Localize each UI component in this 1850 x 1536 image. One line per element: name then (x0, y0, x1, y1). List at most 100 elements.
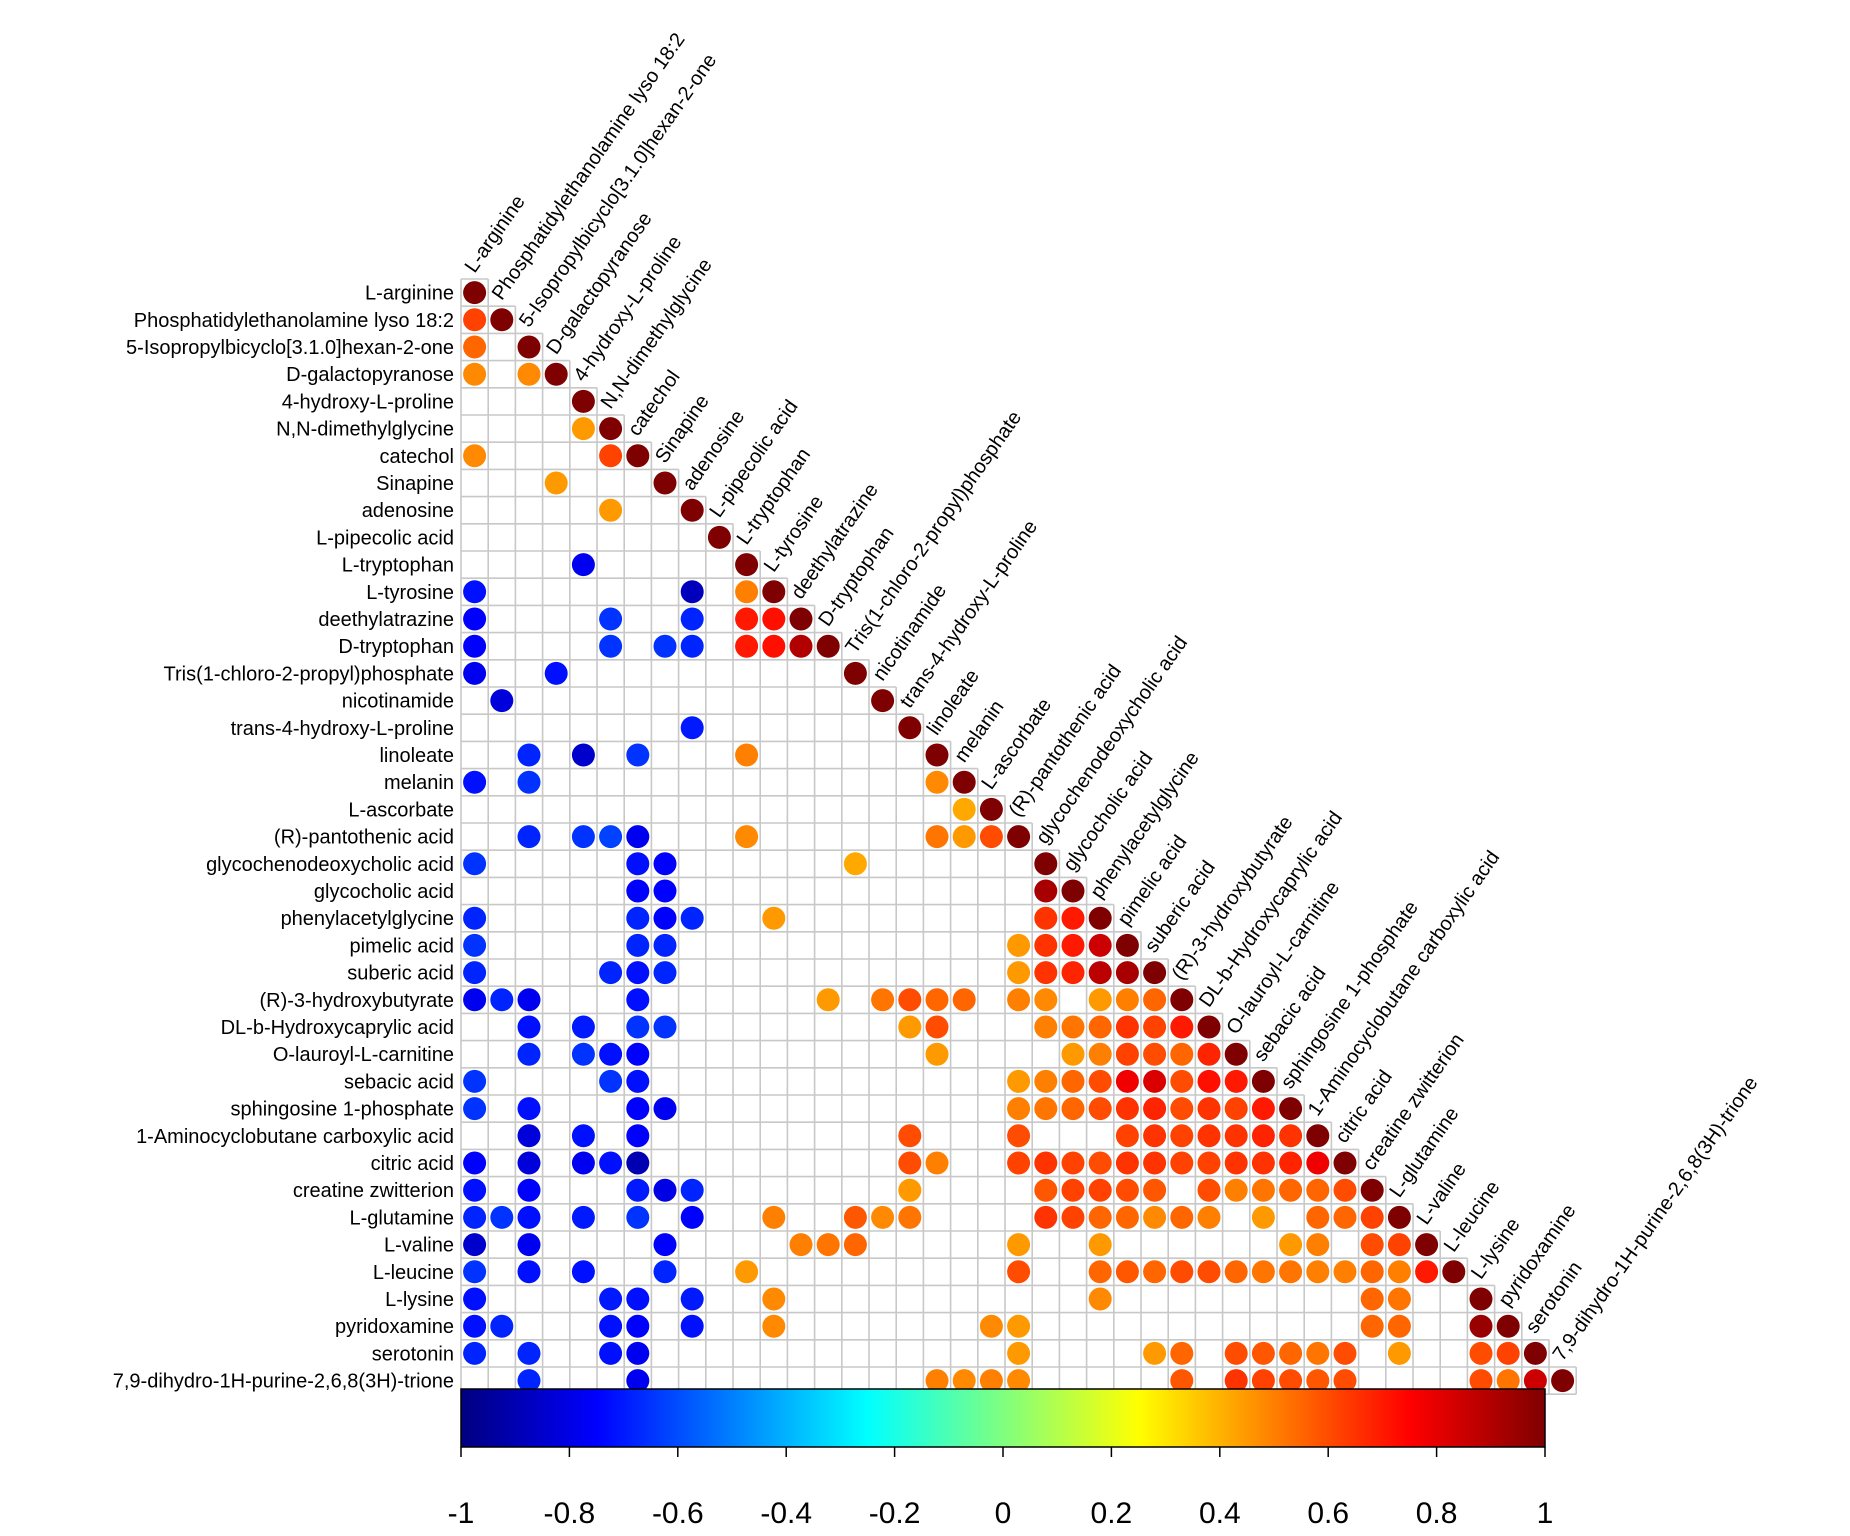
correlation-cell (653, 1097, 677, 1121)
correlation-cell (544, 362, 568, 386)
correlation-cell (1061, 1069, 1085, 1093)
correlation-cell (1088, 1287, 1112, 1311)
correlation-cell (789, 607, 813, 631)
correlation-cell (517, 1015, 541, 1039)
row-labels: L-arginine Phosphatidylethanolamine lyso … (113, 283, 454, 1393)
correlation-cell (653, 961, 677, 985)
correlation-cell (1143, 988, 1167, 1012)
correlation-cell (544, 471, 568, 495)
row-label: pimelic acid (350, 935, 454, 957)
correlation-cell (1333, 1260, 1357, 1284)
correlation-cell (735, 607, 759, 631)
correlation-cell (1115, 988, 1139, 1012)
correlation-cell (1088, 1205, 1112, 1229)
correlation-cell (1088, 1178, 1112, 1202)
correlation-cell (979, 1314, 1003, 1338)
correlation-cell (599, 1341, 623, 1365)
correlation-cell (653, 933, 677, 957)
correlation-cell (463, 308, 487, 332)
correlation-cell (599, 961, 623, 985)
correlation-cell (626, 1015, 650, 1039)
correlation-cell (1143, 1015, 1167, 1039)
correlation-cell (1251, 1151, 1275, 1175)
correlation-cell (1061, 961, 1085, 985)
correlation-cell (925, 1151, 949, 1175)
correlation-cell (1496, 1369, 1520, 1393)
correlation-cell (463, 444, 487, 468)
correlation-cell (463, 607, 487, 631)
colorbar-tick-label: -0.4 (760, 1497, 812, 1530)
correlation-cell (1170, 1260, 1194, 1284)
correlation-cell (816, 1233, 840, 1257)
correlation-cell (626, 1042, 650, 1066)
row-label: adenosine (362, 500, 454, 522)
correlation-cell (1251, 1178, 1275, 1202)
correlation-cell (571, 389, 595, 413)
correlation-cell (762, 1287, 786, 1311)
correlation-cell (626, 906, 650, 930)
correlation-cell (1061, 879, 1085, 903)
correlation-cell (1007, 1233, 1031, 1257)
correlation-cell (599, 444, 623, 468)
correlation-cell (1007, 1314, 1031, 1338)
correlation-cell (1197, 1178, 1221, 1202)
correlation-cell (571, 1124, 595, 1148)
correlation-cell (1224, 1097, 1248, 1121)
correlation-cell (789, 634, 813, 658)
correlation-cell (544, 661, 568, 685)
row-label: glycocholic acid (314, 881, 454, 903)
correlation-cell (1469, 1287, 1493, 1311)
correlation-cell (626, 1069, 650, 1093)
correlation-cell (1251, 1097, 1275, 1121)
correlation-cell (1496, 1314, 1520, 1338)
correlation-cell (1387, 1314, 1411, 1338)
correlation-cell (490, 1205, 514, 1229)
correlation-cell (1143, 1205, 1167, 1229)
correlation-cell (979, 825, 1003, 849)
correlation-cell (762, 906, 786, 930)
correlation-cell (925, 988, 949, 1012)
row-label: 1-Aminocyclobutane carboxylic acid (136, 1126, 454, 1148)
correlation-cell (762, 634, 786, 658)
correlation-cell (1197, 1069, 1221, 1093)
correlation-cell (653, 471, 677, 495)
correlation-cell (1034, 1178, 1058, 1202)
correlation-cell (490, 689, 514, 713)
correlation-cell (762, 1205, 786, 1229)
correlation-cell (517, 1233, 541, 1257)
correlation-cell (463, 634, 487, 658)
correlation-cell (1115, 1124, 1139, 1148)
correlation-cell (1115, 1015, 1139, 1039)
correlation-cell (1170, 1069, 1194, 1093)
grid-lines (460, 278, 1577, 1395)
correlation-cell (463, 906, 487, 930)
row-label: L-tryptophan (342, 555, 454, 577)
correlation-cell (1279, 1341, 1303, 1365)
correlation-cell (517, 825, 541, 849)
correlation-cell (626, 1151, 650, 1175)
row-label: phenylacetylglycine (281, 908, 454, 930)
correlation-cell (1333, 1205, 1357, 1229)
colorbar-tick-label: -0.2 (869, 1497, 921, 1530)
correlation-cell (571, 825, 595, 849)
correlation-cell (680, 580, 704, 604)
correlation-cell (653, 1260, 677, 1284)
correlation-cell (735, 634, 759, 658)
correlation-cell (463, 1314, 487, 1338)
correlation-cell (517, 1178, 541, 1202)
correlation-cell (463, 362, 487, 386)
correlation-cell (1007, 825, 1031, 849)
correlation-cell (1034, 1015, 1058, 1039)
correlation-cell (1197, 1097, 1221, 1121)
correlation-cell (1251, 1205, 1275, 1229)
row-label: sebacic acid (344, 1071, 454, 1093)
correlation-cell (1279, 1178, 1303, 1202)
correlation-cell (463, 852, 487, 876)
correlation-cell (925, 1369, 949, 1393)
correlation-cell (1387, 1233, 1411, 1257)
correlation-cell (1115, 961, 1139, 985)
correlation-cell (1333, 1151, 1357, 1175)
correlation-cell (1170, 1369, 1194, 1393)
correlation-cell (1088, 961, 1112, 985)
correlation-cell (626, 961, 650, 985)
